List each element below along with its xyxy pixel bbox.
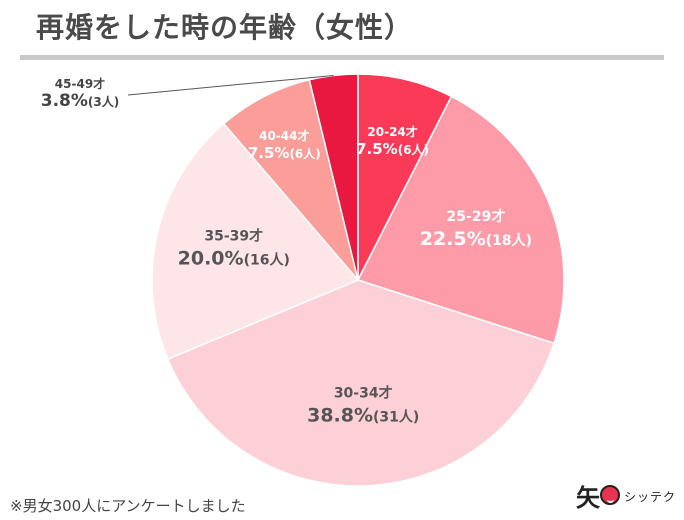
- slice-category-label: 25-29才: [447, 208, 506, 225]
- slice-category-label: 35-39才: [204, 227, 263, 244]
- slice-count-label: (31人): [373, 409, 419, 426]
- slice-count-label: (6人): [289, 146, 320, 161]
- slice-count-label: (18人): [486, 232, 532, 249]
- brand-face-icon: [600, 485, 620, 505]
- slice-count-label: (16人): [244, 251, 290, 268]
- survey-note: ※男女300人にアンケートしました: [10, 497, 246, 515]
- slice-percent-label: 20.0%: [178, 247, 244, 269]
- slice-count-label: (6人): [398, 142, 429, 157]
- slice-value-label: 7.5%(6人): [356, 140, 429, 158]
- pie-slices: [151, 73, 565, 487]
- slice-percent-label: 3.8%: [41, 91, 88, 111]
- slice-value-label: 7.5%(6人): [248, 144, 321, 162]
- slice-value-label: 20.0%(16人): [178, 247, 290, 269]
- slice-category-label: 40-44才: [259, 128, 309, 143]
- chart-title: 再婚をした時の年齢（女性）: [36, 11, 414, 44]
- leader-line-45-49: [127, 74, 334, 96]
- pie-slice-35-39: [151, 122, 360, 361]
- pie-slice-30-34: [166, 279, 555, 487]
- slice-percent-label: 7.5%: [248, 144, 290, 162]
- slice-percent-label: 38.8%: [307, 405, 373, 427]
- title-underline: [20, 55, 664, 60]
- pie-labels: 20-24才7.5%(6人)25-29才22.5%(18人)30-34才38.8…: [41, 74, 532, 427]
- slice-value-label: 38.8%(31人): [307, 405, 419, 427]
- brand-mark: 矢: [576, 483, 600, 512]
- slice-category-label: 45-49才: [55, 76, 105, 91]
- pie-slice-40-44: [222, 78, 359, 281]
- slice-percent-label: 7.5%: [356, 140, 398, 158]
- slice-percent-label: 22.5%: [420, 228, 486, 250]
- slice-category-label: 20-24才: [367, 124, 417, 139]
- slice-category-label: 30-34才: [334, 385, 393, 402]
- pie-slice-25-29: [356, 95, 565, 345]
- slice-count-label: (3人): [88, 94, 119, 109]
- brand-name: シッテク: [624, 490, 677, 504]
- brand-logo: 矢 シッテク: [576, 478, 680, 514]
- pie-slice-20-24: [357, 73, 453, 281]
- slice-value-label: 3.8%(3人): [41, 91, 119, 111]
- slice-value-label: 22.5%(18人): [420, 228, 532, 250]
